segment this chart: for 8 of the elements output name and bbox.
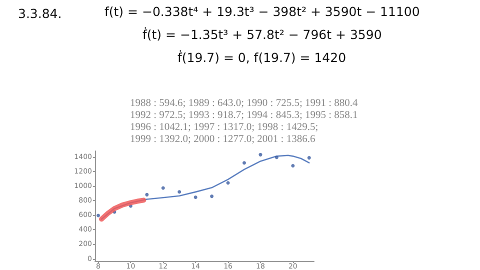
text: 1988 : 594.6; 1989 : 643.0; 1990 : 725.5; 1991 : 880.4: [130, 98, 358, 109]
text: ḟ(19.7) = 0, f(19.7) = 1420: [178, 50, 346, 65]
text: 1999 : 1392.0; 2000 : 1277.0; 2001 : 1386.6: [130, 134, 316, 145]
text: 1992 : 972.5; 1993 : 918.7; 1994 : 845.3; 1995 : 858.1: [130, 110, 358, 121]
text: f(t) = −0.338t⁴ + 19.3t³ − 398t² + 3590t − 11100: [104, 4, 420, 19]
text: 1996 : 1042.1; 1997 : 1317.0; 1998 : 1429.5;: [130, 122, 318, 133]
text: ḟ(t) = −1.35t³ + 57.8t² − 796t + 3590: [142, 27, 382, 42]
text: 3.3.84.: [18, 6, 62, 21]
